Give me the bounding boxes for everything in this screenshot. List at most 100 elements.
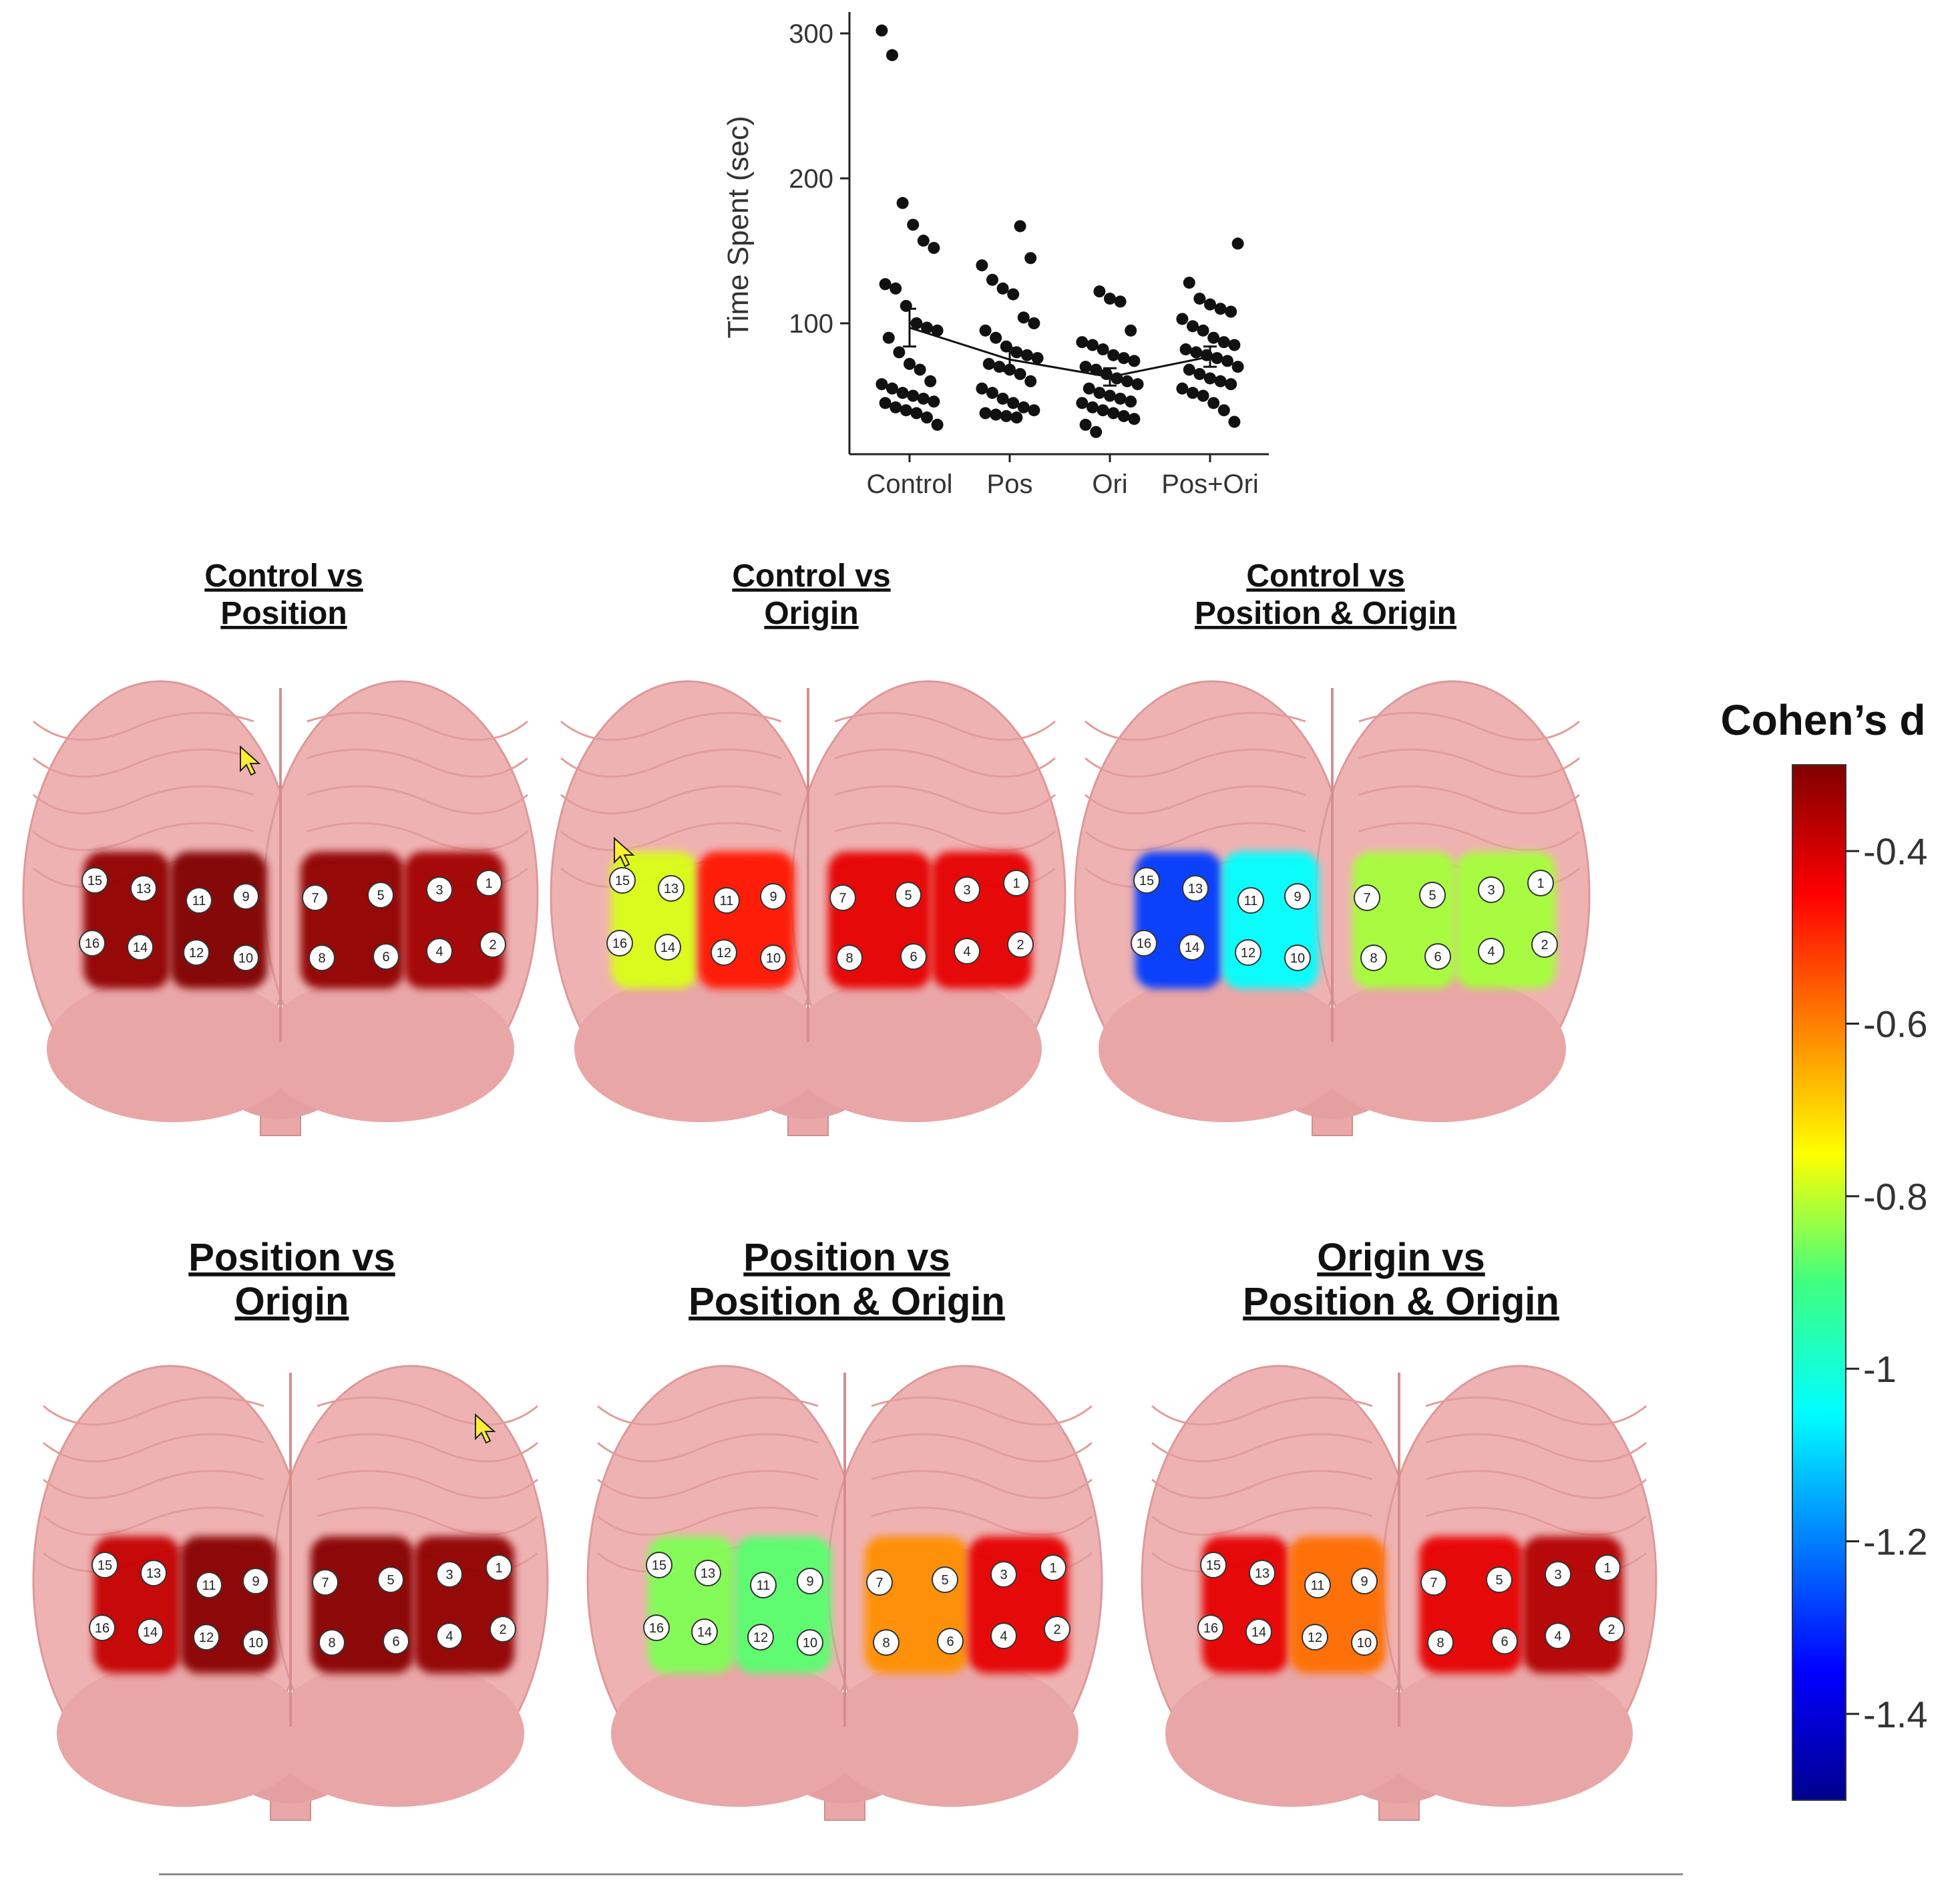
channel-label: 2 — [1607, 1622, 1615, 1637]
channel-label: 7 — [875, 1576, 883, 1590]
channel-marker — [1131, 930, 1157, 957]
data-point — [986, 387, 998, 399]
right-temporal — [1312, 975, 1566, 1122]
gyrus-line — [1425, 1470, 1647, 1500]
colorbar-tick-label: -0.4 — [1863, 830, 1928, 872]
data-point — [1076, 336, 1089, 349]
data-point — [993, 361, 1006, 373]
left-temporal — [1099, 975, 1352, 1122]
channel-marker — [1545, 1622, 1571, 1649]
data-point — [1225, 378, 1237, 391]
data-point — [917, 234, 930, 247]
channel-label: 2 — [489, 938, 496, 953]
cursor-icon — [475, 1413, 496, 1444]
y-axis-ticks: 100 200 300 — [789, 19, 849, 339]
channel-marker — [1545, 1561, 1571, 1588]
y-axis-label: Time Spent (sec) — [722, 116, 755, 338]
gyrus-line — [1425, 1506, 1647, 1536]
data-point — [1097, 404, 1109, 417]
data-point — [900, 404, 912, 417]
data-point — [882, 331, 895, 344]
channel-marker — [485, 1554, 512, 1581]
data-point — [1111, 372, 1123, 385]
channel-label: 6 — [382, 950, 389, 965]
channel-label: 9 — [252, 1574, 259, 1589]
channel-marker — [377, 1566, 404, 1593]
channel-marker — [760, 883, 787, 910]
gyrus-line — [871, 1506, 1093, 1536]
data-point — [917, 392, 930, 405]
right-temporal — [1379, 1660, 1633, 1807]
data-point — [914, 363, 926, 376]
channel-label: 9 — [806, 1574, 813, 1589]
channel-label: 5 — [1495, 1573, 1503, 1588]
panel-title: Origin vs — [1317, 1236, 1485, 1279]
channel-label: 3 — [445, 1568, 453, 1582]
data-point — [875, 24, 888, 37]
channel-label: 16 — [649, 1621, 664, 1636]
channel-label: 15 — [615, 874, 630, 888]
channel-label: 14 — [143, 1625, 158, 1640]
channel-label: 14 — [660, 940, 675, 955]
channel-label: 11 — [1244, 894, 1258, 908]
channel-label: 11 — [202, 1578, 216, 1593]
channel-label: 12 — [753, 1630, 768, 1645]
channel-marker — [1491, 1628, 1518, 1655]
gyrus-line — [1358, 822, 1580, 852]
channel-marker — [81, 867, 108, 894]
data-point — [1087, 401, 1099, 413]
channel-marker — [232, 883, 259, 910]
gyrus-line — [1085, 711, 1306, 741]
x-tick-label: Ori — [1092, 470, 1127, 499]
channel-label: 16 — [95, 1621, 110, 1636]
channel-label: 16 — [1137, 936, 1151, 951]
channel-label: 1 — [1603, 1561, 1611, 1576]
channel-marker — [436, 1561, 463, 1588]
data-point — [1010, 411, 1023, 424]
channel-marker — [836, 944, 863, 971]
channel-label: 12 — [1308, 1630, 1322, 1645]
channel-marker — [873, 1629, 900, 1656]
channel-label: 9 — [769, 890, 777, 904]
data-point — [921, 411, 933, 424]
gyrus-line — [1151, 1470, 1373, 1500]
channel-marker — [1284, 883, 1311, 910]
channel-marker — [658, 875, 684, 902]
channel-label: 7 — [839, 891, 846, 906]
channel-label: 14 — [1185, 940, 1199, 955]
gyrus-line — [1151, 1506, 1373, 1536]
channel-marker — [713, 887, 740, 914]
channel-label: 13 — [1188, 882, 1203, 896]
data-point — [990, 408, 1002, 421]
data-point — [1024, 252, 1037, 265]
channel-label: 4 — [963, 944, 970, 959]
data-point — [924, 375, 937, 387]
x-axis-ticks: Control Pos Ori Pos+Ori — [867, 454, 1259, 499]
right-temporal — [825, 1660, 1079, 1807]
gyrus-line — [1085, 748, 1306, 778]
channel-marker — [695, 1560, 721, 1586]
channel-marker — [196, 1572, 222, 1598]
channel-marker — [990, 1561, 1017, 1588]
channel-label: 1 — [1537, 876, 1544, 891]
data-points — [875, 24, 1244, 438]
data-point — [1176, 313, 1189, 325]
channel-label: 16 — [1203, 1621, 1218, 1636]
left-temporal — [611, 1660, 865, 1807]
channel-marker — [954, 938, 980, 965]
channel-label: 6 — [910, 950, 917, 965]
channel-marker — [127, 934, 154, 961]
data-point — [1014, 367, 1026, 380]
data-point — [1204, 372, 1216, 385]
mean-polyline — [909, 327, 1211, 378]
channel-marker — [691, 1618, 718, 1645]
channel-marker — [1200, 1552, 1227, 1578]
gyrus-line — [317, 1470, 538, 1500]
gyrus-line — [560, 748, 782, 778]
channel-label: 15 — [87, 874, 102, 888]
data-point — [1200, 349, 1213, 361]
data-point — [1087, 339, 1099, 351]
channel-marker — [1245, 1618, 1272, 1645]
